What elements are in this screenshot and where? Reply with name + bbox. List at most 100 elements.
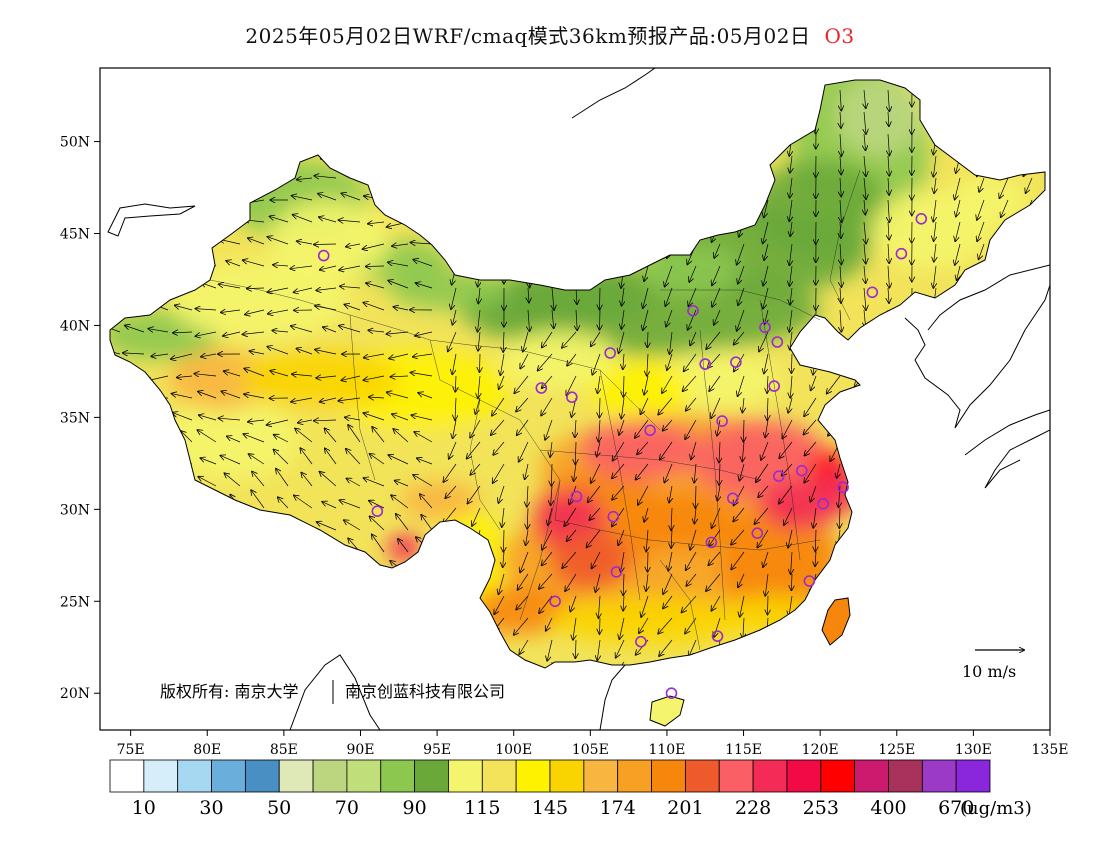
wind-arrow bbox=[685, 419, 697, 439]
wind-arrow bbox=[864, 133, 866, 150]
wind-arrow bbox=[364, 303, 385, 311]
wind-arrow bbox=[623, 375, 624, 397]
wind-arrow bbox=[659, 639, 673, 656]
wind-arrow bbox=[413, 354, 433, 357]
wind-arrow bbox=[738, 265, 745, 284]
wind-arrow bbox=[413, 475, 433, 487]
wind-arrow bbox=[542, 529, 553, 550]
wind-arrow bbox=[222, 391, 241, 399]
wind-arrow bbox=[742, 397, 744, 412]
wind-arrow bbox=[492, 397, 505, 416]
wind-arrow bbox=[196, 331, 217, 336]
wind-arrow bbox=[565, 573, 577, 591]
wind-arrow bbox=[392, 414, 409, 421]
wind-arrow bbox=[756, 463, 769, 482]
station-marker bbox=[610, 566, 623, 578]
wind-arrow bbox=[934, 221, 936, 241]
wind-arrow bbox=[592, 551, 601, 568]
wind-arrow bbox=[926, 728, 936, 746]
wind-arrow bbox=[252, 472, 265, 487]
wind-arrow bbox=[345, 417, 361, 420]
wind-arrow bbox=[372, 427, 385, 443]
wind-arrow bbox=[448, 331, 457, 351]
wind-arrow bbox=[388, 262, 409, 267]
wind-arrow bbox=[314, 244, 337, 245]
wind-arrow bbox=[368, 330, 385, 332]
wind-arrow bbox=[598, 595, 600, 618]
wind-arrow bbox=[491, 419, 505, 435]
wind-arrow bbox=[888, 155, 889, 176]
colorbar-label: 145 bbox=[532, 797, 568, 819]
wind-arrow bbox=[478, 309, 481, 332]
wind-arrow bbox=[391, 495, 409, 509]
wind-arrow bbox=[562, 331, 577, 348]
station-marker bbox=[371, 505, 384, 518]
wind-scale: 10 m/s bbox=[962, 650, 1024, 681]
lat-tick-label: 40N bbox=[60, 318, 90, 334]
wind-arrow bbox=[638, 485, 649, 505]
wind-arrow bbox=[763, 265, 769, 285]
wind-arrow bbox=[1005, 728, 1008, 748]
wind-arrow bbox=[268, 237, 289, 245]
wind-arrow bbox=[320, 265, 337, 270]
wind-arrow bbox=[301, 473, 313, 487]
wind-arrow bbox=[840, 155, 841, 174]
wind-arrow bbox=[933, 265, 936, 288]
wind-arrow bbox=[840, 111, 841, 128]
wind-arrow bbox=[612, 463, 625, 478]
colorbar-unit: (ug/m3) bbox=[960, 798, 1032, 819]
colorbar-swatch bbox=[143, 759, 179, 793]
wind-arrow bbox=[567, 353, 577, 366]
wind-arrow bbox=[342, 375, 361, 380]
wind-arrow bbox=[569, 485, 577, 504]
wind-arrow bbox=[764, 243, 769, 260]
wind-arrow bbox=[325, 429, 337, 443]
wind-arrow bbox=[347, 479, 361, 487]
colorbar-swatch bbox=[481, 759, 517, 793]
wind-arrow bbox=[888, 111, 889, 126]
wind-arrow bbox=[763, 551, 769, 567]
wind-arrow bbox=[740, 595, 745, 617]
coastlines bbox=[107, 68, 1050, 730]
wind-arrow bbox=[839, 485, 841, 507]
wind-arrow bbox=[316, 288, 337, 290]
wind-arrow bbox=[864, 243, 866, 263]
wind-arrow bbox=[576, 287, 577, 304]
wind-arrow bbox=[689, 639, 697, 656]
coastline-korea bbox=[904, 264, 1050, 429]
wind-arrow bbox=[494, 595, 505, 614]
wind-arrow bbox=[274, 450, 289, 465]
wind-arrow bbox=[714, 309, 721, 325]
wind-arrow bbox=[813, 507, 816, 528]
wind-arrow bbox=[340, 500, 361, 509]
wind-arrow bbox=[391, 376, 409, 377]
wind-arrow bbox=[342, 193, 361, 201]
copyright-text: 版权所有: 南京大学 bbox=[160, 682, 298, 701]
colorbar-swatch bbox=[583, 759, 619, 793]
wind-arrow bbox=[864, 111, 866, 134]
wind-arrow bbox=[599, 419, 600, 442]
wind-arrow bbox=[977, 221, 985, 241]
wind-arrow bbox=[338, 398, 361, 401]
wind-arrow bbox=[443, 463, 457, 482]
wind-arrow bbox=[575, 419, 576, 437]
wind-arrow bbox=[864, 199, 865, 214]
wind-arrow bbox=[468, 485, 481, 503]
wind-arrow bbox=[635, 419, 649, 438]
wind-arrow bbox=[1001, 199, 1009, 217]
wind-arrow bbox=[839, 507, 840, 528]
station-marker bbox=[716, 415, 728, 427]
wind-arrow bbox=[315, 306, 337, 311]
wind-arrow bbox=[731, 529, 745, 545]
wind-arrow bbox=[369, 397, 385, 398]
wind-arrow bbox=[763, 221, 769, 243]
wind-arrow bbox=[755, 507, 769, 524]
colorbar-swatch bbox=[414, 759, 449, 793]
wind-arrow bbox=[201, 458, 217, 465]
lat-tick-label: 35N bbox=[60, 410, 90, 426]
wind-arrow bbox=[319, 217, 337, 223]
wind-arrow bbox=[453, 309, 457, 325]
wind-arrow bbox=[591, 331, 601, 346]
wind-arrow bbox=[322, 502, 337, 509]
wind-arrow bbox=[519, 639, 529, 654]
